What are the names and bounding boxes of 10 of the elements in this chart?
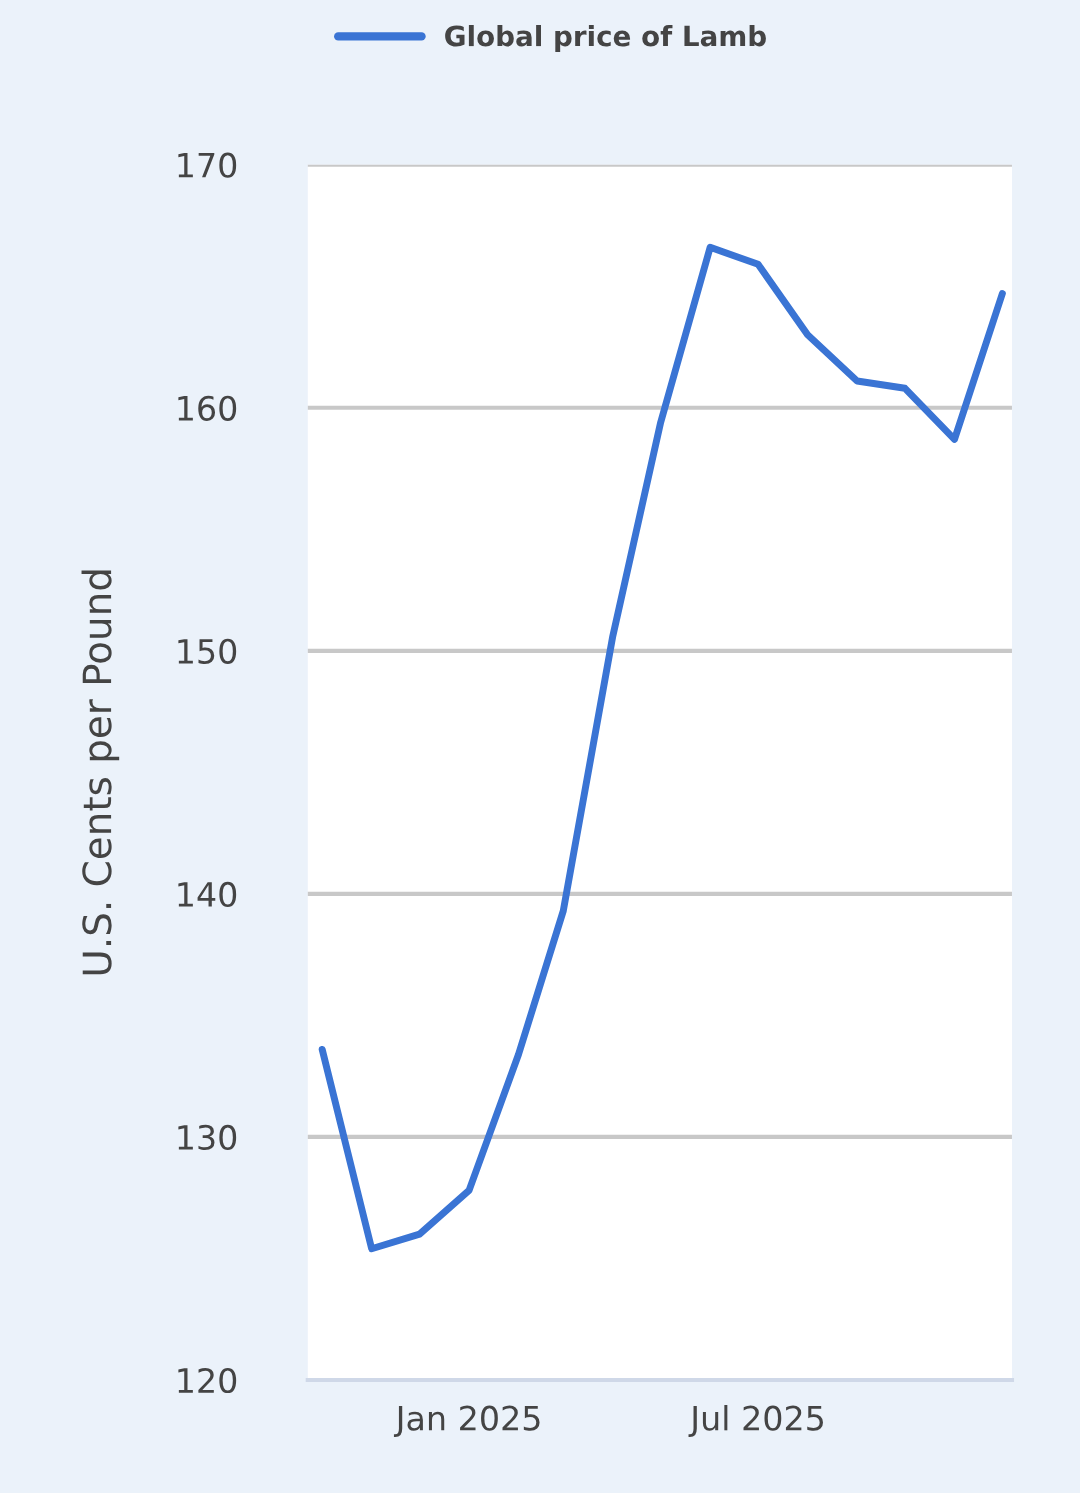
y-axis-title: U.S. Cents per Pound: [81, 570, 120, 975]
y-tick-label: 150: [178, 638, 237, 664]
x-tick-label: Jul 2025: [688, 1404, 823, 1437]
y-tick-label: 120: [178, 1367, 237, 1394]
y-tick-label: 130: [178, 1124, 237, 1151]
y-tick-label: 140: [178, 881, 237, 907]
y-tick-label: 160: [178, 395, 237, 421]
x-tick-label: Jan 2025: [393, 1405, 540, 1437]
y-tick-label: 170: [178, 152, 237, 178]
legend-label: Global price of Lamb: [445, 25, 766, 52]
